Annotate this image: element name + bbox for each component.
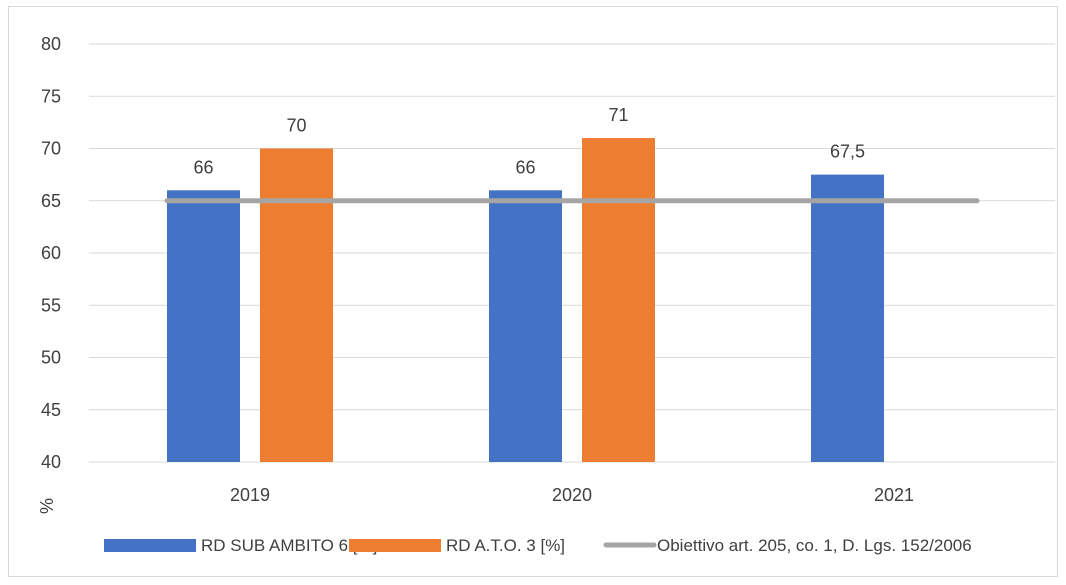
y-tick-label: 60 [41, 243, 61, 263]
y-axis-label: % [37, 498, 57, 514]
data-label: 66 [193, 157, 213, 177]
bar [260, 148, 333, 462]
bar [811, 174, 884, 462]
data-label: 70 [286, 116, 306, 136]
data-labels: 66 66 67,5 70 71 [193, 105, 865, 177]
bar [582, 138, 655, 463]
bar [167, 190, 240, 463]
y-tick-label: 40 [41, 452, 61, 472]
y-axis-ticks: 40 45 50 55 60 65 70 75 80 [41, 34, 61, 472]
bar-chart: 40 45 50 55 60 65 70 75 80 66 66 67,5 70 71 2019 2020… [37, 34, 1055, 555]
legend: RD SUB AMBITO 6 [%] RD A.T.O. 3 [%] Obiett… [104, 536, 972, 555]
bar [489, 190, 562, 463]
bars [167, 138, 884, 463]
y-tick-label: 70 [41, 139, 61, 159]
chart-frame: 40 45 50 55 60 65 70 75 80 66 66 67,5 70 71 2019 2020… [8, 6, 1058, 577]
data-label: 66 [515, 157, 535, 177]
legend-label: RD SUB AMBITO 6 [%] [201, 536, 377, 555]
legend-swatch [104, 539, 196, 552]
y-tick-label: 45 [41, 400, 61, 420]
legend-label: RD A.T.O. 3 [%] [446, 536, 565, 555]
data-label: 67,5 [830, 142, 865, 162]
y-tick-label: 80 [41, 34, 61, 54]
data-label: 71 [608, 105, 628, 125]
legend-swatch [349, 539, 441, 552]
y-tick-label: 50 [41, 348, 61, 368]
x-tick-label: 2021 [874, 485, 914, 505]
y-tick-label: 55 [41, 295, 61, 315]
legend-label: Obiettivo art. 205, co. 1, D. Lgs. 152/2… [657, 536, 972, 555]
x-axis-ticks: 2019 2020 2021 [230, 485, 914, 505]
x-tick-label: 2020 [552, 485, 592, 505]
y-tick-label: 65 [41, 191, 61, 211]
y-tick-label: 75 [41, 86, 61, 106]
x-tick-label: 2019 [230, 485, 270, 505]
